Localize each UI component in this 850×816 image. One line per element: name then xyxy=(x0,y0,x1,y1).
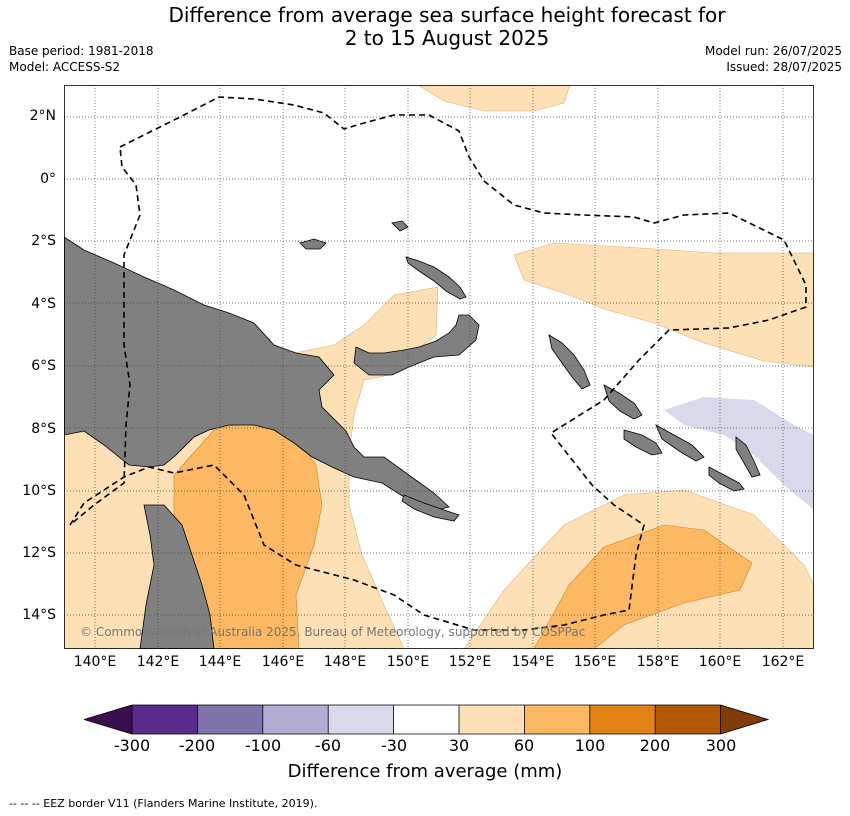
landmass-vanuatu-tip xyxy=(735,436,761,478)
graticule xyxy=(64,85,814,649)
lon-label-142e: 142°E xyxy=(136,654,180,670)
colorbar-tick-neg100: -100 xyxy=(244,736,282,755)
colorbar-label: Difference from average (mm) xyxy=(287,761,563,782)
landmass-cape-york xyxy=(139,504,215,649)
landmass-makira xyxy=(708,466,745,492)
lat-label-2s: 2°S xyxy=(31,233,56,249)
colorbar-tick-neg30: -30 xyxy=(380,736,408,755)
lat-label-6s: 6°S xyxy=(31,358,56,374)
colorbar-swatch xyxy=(132,705,198,734)
lon-label-154e: 154°E xyxy=(511,654,555,670)
lat-label-2n: 2°N xyxy=(29,108,56,124)
map-panel xyxy=(64,85,814,649)
lon-label-152e: 152°E xyxy=(448,654,492,670)
model-name: Model: ACCESS-S2 xyxy=(9,60,121,74)
anomaly-region-east-band xyxy=(513,242,814,368)
colorbar-swatch xyxy=(393,705,459,734)
lat-label-12s: 12°S xyxy=(22,545,56,561)
lon-label-150e: 150°E xyxy=(386,654,430,670)
colorbar-swatch xyxy=(459,705,525,734)
base-period: Base period: 1981-2018 xyxy=(9,44,154,58)
map-frame xyxy=(64,85,814,649)
colorbar-arrow-high xyxy=(720,705,768,734)
landmass-solomon-isles-central xyxy=(655,424,705,462)
landmass-louisiade xyxy=(401,494,460,522)
model-run: Model run: 26/07/2025 xyxy=(704,44,842,58)
title-line-1: Difference from average sea surface heig… xyxy=(168,3,726,27)
lat-label-10s: 10°S xyxy=(22,483,56,499)
colorbar-swatch xyxy=(262,705,329,734)
title-line-2: 2 to 15 August 2025 xyxy=(344,26,550,50)
lon-label-140e: 140°E xyxy=(73,654,117,670)
landmass-manus xyxy=(299,238,327,250)
lon-label-156e: 156°E xyxy=(573,654,617,670)
colorbar-swatch xyxy=(655,705,721,734)
landmass-solomon-isles-north xyxy=(603,384,643,420)
colorbar-swatch xyxy=(197,705,263,734)
landmass-new-ireland xyxy=(405,256,467,300)
colorbar-tick-60: 60 xyxy=(513,736,535,755)
issued-date: Issued: 28/07/2025 xyxy=(726,60,842,74)
colorbar-tick-100: 100 xyxy=(574,736,606,755)
colorbar-tick-30: 30 xyxy=(448,736,470,755)
lat-label-0: 0° xyxy=(40,171,56,187)
landmasses xyxy=(64,220,761,649)
meta-left: Base period: 1981-2018 Model: ACCESS-S2 xyxy=(9,43,154,75)
landmass-bougainville xyxy=(548,334,591,390)
colorbar-tick-neg300: -300 xyxy=(113,736,151,755)
lon-label-146e: 146°E xyxy=(261,654,305,670)
meta-right: Model run: 26/07/2025 Issued: 28/07/2025 xyxy=(705,43,842,75)
colorbar-swatch xyxy=(328,705,394,734)
anomaly-region-coral-sea-core xyxy=(533,524,753,649)
lon-label-160e: 160°E xyxy=(698,654,742,670)
colorbar-tick-300: 300 xyxy=(705,736,737,755)
colorbar-outline xyxy=(84,704,770,735)
colorbar-arrow-low xyxy=(84,705,132,734)
landmass-guadalcanal xyxy=(623,429,663,456)
lon-label-162e: 162°E xyxy=(761,654,805,670)
landmass-new-britain xyxy=(353,314,480,376)
colorbar-swatch xyxy=(524,705,590,734)
eez-legend-footnote: -- -- -- EEZ border V11 (Flanders Marine… xyxy=(9,797,318,810)
colorbar-swatch xyxy=(589,705,656,734)
eez-border xyxy=(69,96,807,631)
lon-label-144e: 144°E xyxy=(198,654,242,670)
colorbar-tick-neg60: -60 xyxy=(314,736,342,755)
colorbar xyxy=(84,704,770,735)
anomaly-region-negative xyxy=(664,397,814,510)
copyright-notice: © Commonwealth of Australia 2025, Bureau… xyxy=(80,625,586,639)
landmass-western-island xyxy=(391,220,409,232)
lat-label-14s: 14°S xyxy=(22,607,56,623)
lon-label-158e: 158°E xyxy=(636,654,680,670)
landmass-new-guinea xyxy=(64,236,450,511)
lon-label-148e: 148°E xyxy=(323,654,367,670)
colorbar-tick-200: 200 xyxy=(639,736,671,755)
lat-label-4s: 4°S xyxy=(31,296,56,312)
chart-title: Difference from average sea surface heig… xyxy=(0,4,850,50)
anomaly-region-north xyxy=(417,85,571,112)
lat-label-8s: 8°S xyxy=(31,421,56,437)
colorbar-tick-neg200: -200 xyxy=(178,736,216,755)
